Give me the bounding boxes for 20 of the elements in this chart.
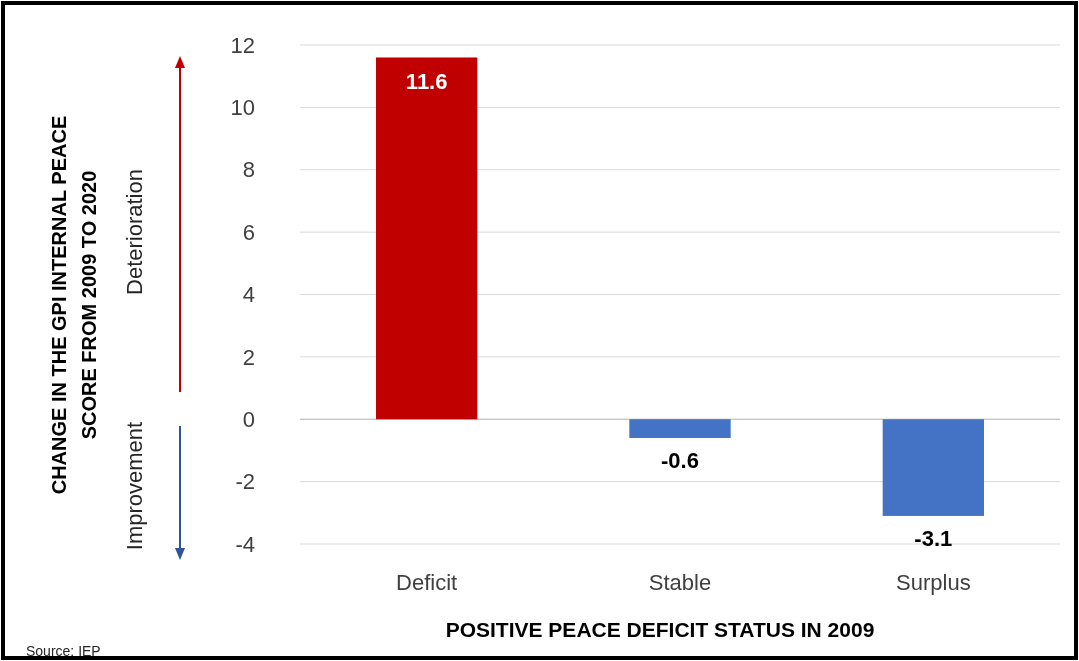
x-tick-label: Surplus bbox=[896, 570, 971, 595]
y-tick-label: 6 bbox=[242, 219, 255, 245]
y-tick-label: 10 bbox=[230, 95, 255, 121]
y-tick-label: 12 bbox=[230, 32, 255, 58]
text: Improvement bbox=[122, 421, 147, 551]
y-tick-label: -4 bbox=[235, 531, 255, 557]
x-tick-label: Stable bbox=[648, 570, 712, 595]
y-tick-label: 4 bbox=[242, 282, 255, 308]
data-label: 11.6 bbox=[405, 69, 448, 95]
x-axis-title: POSITIVE PEACE DEFICIT STATUS IN 2009 bbox=[445, 618, 875, 641]
y-tick-label: 8 bbox=[242, 157, 255, 183]
y-tick-label: -2 bbox=[235, 469, 255, 495]
data-label: -0.6 bbox=[661, 447, 699, 473]
text: CHANGE IN THE GPI INTERNAL PEACE SCORE FROM 2009 TO 2020 bbox=[48, 115, 100, 495]
source-note: Source: IEP bbox=[26, 643, 101, 659]
data-label: -3.1 bbox=[914, 525, 953, 551]
y-tick-label: 0 bbox=[242, 406, 255, 432]
y-tick-label: 2 bbox=[242, 344, 255, 370]
x-tick-label: Deficit bbox=[396, 570, 458, 595]
text: Deterioration bbox=[122, 169, 147, 295]
